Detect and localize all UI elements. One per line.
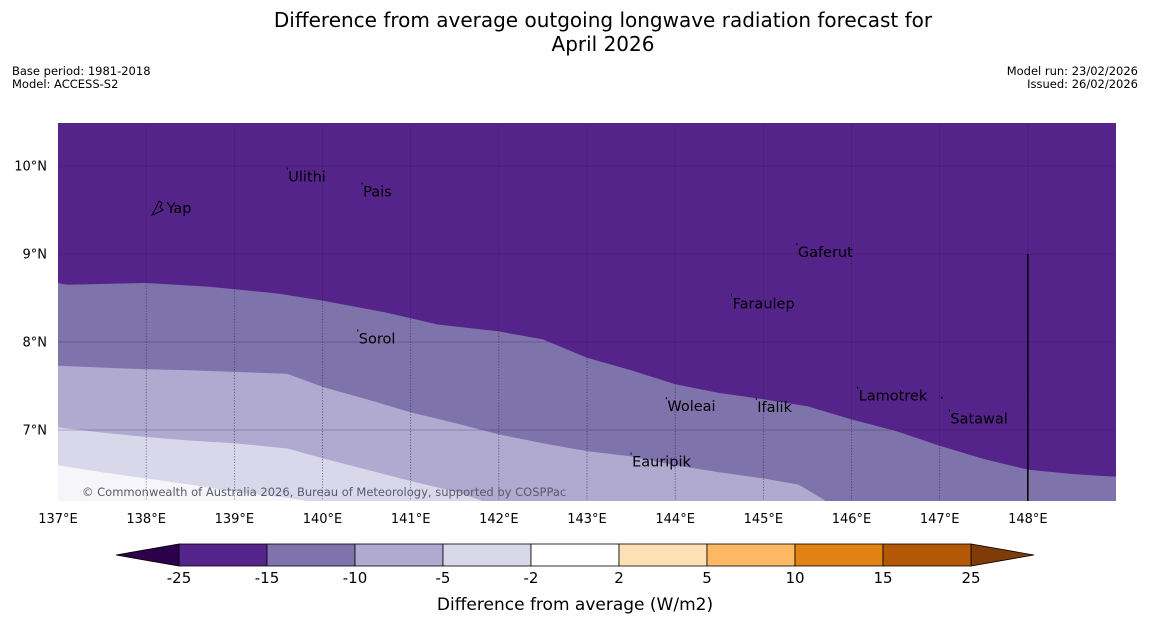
island-dot (857, 386, 859, 389)
place-label: Woleai (667, 399, 715, 415)
meta-left: Base period: 1981-2018 Model: ACCESS-S2 (12, 65, 151, 91)
place-label: Ulithi (288, 170, 326, 186)
place-label: Pais (363, 185, 392, 201)
colorbar-over-arrow (970, 543, 1035, 567)
place-labels: Ulithi Pais Yap Gaferut Faraulep Sorol Lamotre… (166, 167, 1008, 471)
colorbar-tick-label: 25 (961, 569, 980, 587)
lon-tick-label: 143°E (567, 512, 607, 527)
lon-tick-label: 147°E (920, 512, 960, 527)
copyright-notice: © Commonwealth of Australia 2026, Bureau… (82, 485, 566, 499)
place-yap: Yap (166, 201, 192, 217)
axis-tick-labels: 137°E 138°E 139°E 140°E 141°E 142°E 143°E 144°E… (14, 160, 1047, 528)
lon-tick-label: 140°E (303, 512, 343, 527)
place-label: Sorol (359, 331, 396, 347)
colorbar-segment (706, 543, 796, 567)
lon-tick-label: 144°E (655, 512, 695, 527)
colorbar-tick-label: 2 (614, 569, 624, 587)
colorbar-tick-label: -10 (343, 569, 368, 587)
place-ulithi: Ulithi (286, 167, 326, 186)
base-period-text: Base period: 1981-2018 (12, 64, 151, 78)
graticule (58, 123, 1116, 501)
colorbar-segment (794, 543, 884, 567)
place-gaferut: Gaferut (796, 243, 853, 261)
place-lamotrek: Lamotrek (857, 386, 928, 405)
place-satawal: Satawal (948, 409, 1008, 428)
colorbar-under-arrow (115, 543, 180, 567)
colorbar-segment (442, 543, 532, 567)
colorbar-tick-label: 10 (785, 569, 804, 587)
colorbar-segment (882, 543, 972, 567)
island-dot (796, 243, 798, 246)
place-label: Eauripik (632, 455, 691, 471)
island-dot (731, 294, 733, 297)
place-pais: Pais (361, 182, 392, 201)
colorbar-tick-label: -25 (167, 569, 192, 587)
place-label: Lamotrek (859, 389, 928, 405)
colorbar-tick-label: -2 (524, 569, 539, 587)
place-woleai: Woleai (665, 397, 716, 415)
place-ifalik: Ifalik (755, 398, 793, 416)
colorbar-tick-label: 15 (873, 569, 892, 587)
lon-tick-label: 142°E (479, 512, 519, 527)
island-dot (665, 397, 667, 400)
colorbar-segment (530, 543, 620, 567)
lon-tick-label: 145°E (744, 512, 784, 527)
place-faraulep: Faraulep (731, 294, 795, 312)
place-label: Ifalik (757, 400, 792, 416)
lon-tick-label: 139°E (215, 512, 255, 527)
island-dot (755, 398, 757, 401)
island-dot (941, 397, 943, 399)
place-sorol: Sorol (357, 329, 395, 347)
island-dot (630, 452, 632, 455)
lat-tick-label: 7°N (23, 424, 48, 439)
island-dot (361, 182, 363, 185)
island-dot (357, 329, 359, 332)
island-dot (948, 409, 950, 412)
lon-tick-label: 141°E (391, 512, 431, 527)
map-title: Difference from average outgoing longwav… (0, 8, 1150, 56)
colorbar: -25 -15 -10 -5 -2 2 5 10 15 25 (115, 543, 1035, 587)
lat-tick-label: 8°N (23, 336, 48, 351)
lon-tick-label: 148°E (1008, 512, 1048, 527)
place-label: Gaferut (798, 245, 853, 261)
lon-tick-label: 146°E (832, 512, 872, 527)
place-eauripik: Eauripik (630, 452, 692, 471)
place-label: Yap (166, 201, 192, 217)
yap-island-outline (150, 200, 164, 216)
model-run-text: Model run: 23/02/2026 (1006, 64, 1138, 78)
lon-tick-label: 137°E (38, 512, 78, 527)
model-text: Model: ACCESS-S2 (12, 77, 119, 91)
colorbar-tick-label: -15 (255, 569, 280, 587)
island-dot (286, 167, 288, 170)
place-label: Faraulep (733, 296, 795, 312)
colorbar-segment (618, 543, 708, 567)
map-title-line-1: Difference from average outgoing longwav… (273, 8, 933, 32)
meta-right: Model run: 23/02/2026 Issued: 26/02/2026 (1007, 65, 1138, 91)
colorbar-tick-label: -5 (436, 569, 451, 587)
lat-tick-label: 9°N (23, 248, 48, 263)
colorbar-tick-label: 5 (702, 569, 712, 587)
colorbar-title: Difference from average (W/m2) (437, 595, 713, 615)
colorbar-segment (178, 543, 268, 567)
colorbar-segment (266, 543, 356, 567)
place-label: Satawal (950, 412, 1007, 428)
anomaly-band (58, 465, 305, 501)
lat-tick-label: 10°N (14, 160, 47, 175)
lon-tick-label: 138°E (126, 512, 166, 527)
issued-text: Issued: 26/02/2026 (1027, 77, 1138, 91)
map-title-line-2: April 2026 (551, 32, 655, 56)
colorbar-segment (354, 543, 444, 567)
